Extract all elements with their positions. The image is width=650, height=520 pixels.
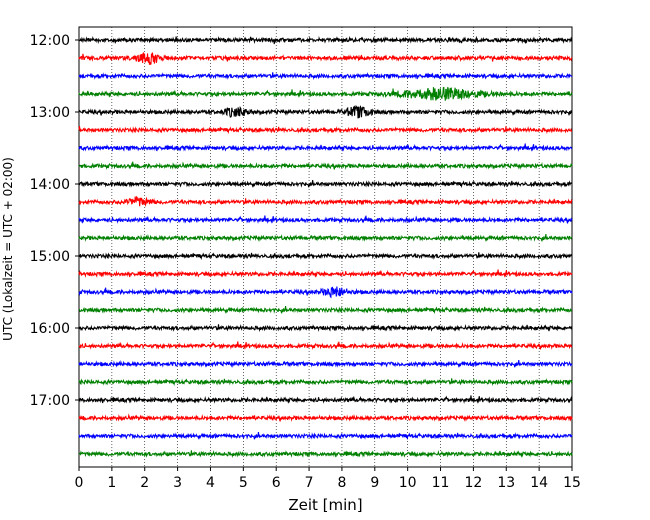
seismogram-trace (78, 125, 573, 135)
x-tick-label: 12 (464, 475, 482, 491)
x-tick-label: 10 (399, 475, 417, 491)
y-tick-label: 14:00 (30, 177, 70, 193)
y-tick-label: 15:00 (30, 249, 70, 265)
seismogram-trace (78, 161, 573, 170)
seismogram-trace (78, 35, 573, 45)
seismogram-trace (78, 431, 573, 441)
seismogram-trace (78, 449, 573, 459)
seismogram-trace (78, 104, 573, 119)
seismogram-trace (78, 341, 573, 351)
y-tick-label: 12:00 (30, 33, 70, 49)
x-tick-label: 7 (305, 475, 314, 491)
seismogram-trace (78, 86, 573, 101)
seismogram-trace (78, 378, 573, 387)
y-axis-ticks: 12:00 13:00 14:00 15:00 16:00 17:00 (30, 33, 79, 409)
x-tick-label: 8 (337, 475, 346, 491)
seismogram-trace (78, 179, 573, 189)
seismogram-trace (78, 71, 573, 81)
seismogram-trace (78, 323, 573, 333)
x-tick-label: 5 (239, 475, 248, 491)
seismogram-trace (78, 413, 573, 422)
y-axis-label: UTC (Lokalzeit = UTC + 02:00) (1, 157, 15, 341)
x-tick-label: 13 (497, 475, 515, 491)
y-tick-label: 16:00 (30, 321, 70, 337)
y-tick-label: 13:00 (30, 105, 70, 121)
seismogram-trace (78, 252, 573, 261)
x-tick-label: 0 (75, 475, 84, 491)
x-tick-label: 11 (432, 475, 450, 491)
seismogram-trace (78, 143, 573, 152)
plot-frame (78, 26, 573, 468)
x-tick-label: 4 (206, 475, 215, 491)
seismogram-traces (78, 35, 573, 459)
x-tick-label: 9 (370, 475, 379, 491)
x-tick-label: 1 (107, 475, 116, 491)
seismogram-trace (78, 215, 573, 224)
x-tick-label: 15 (563, 475, 581, 491)
seismogram-trace (78, 395, 573, 405)
y-tick-label: 17:00 (30, 393, 70, 409)
x-axis-label: Zeit [min] (288, 496, 362, 514)
seismogram-trace (78, 52, 573, 66)
seismogram-trace (78, 195, 573, 207)
seismogram-trace (78, 305, 573, 315)
seismogram-trace (78, 359, 573, 368)
x-tick-label: 3 (173, 475, 182, 491)
x-tick-label: 2 (140, 475, 149, 491)
seismogram-trace (78, 286, 573, 299)
seismogram-trace (78, 233, 573, 242)
x-tick-label: 6 (272, 475, 281, 491)
x-axis-ticks: 0 1 2 3 4 5 6 7 8 9 10 11 12 13 14 15 (75, 467, 581, 491)
x-tick-label: 14 (530, 475, 548, 491)
seismogram-trace (78, 269, 573, 278)
grid-lines (111, 27, 540, 467)
